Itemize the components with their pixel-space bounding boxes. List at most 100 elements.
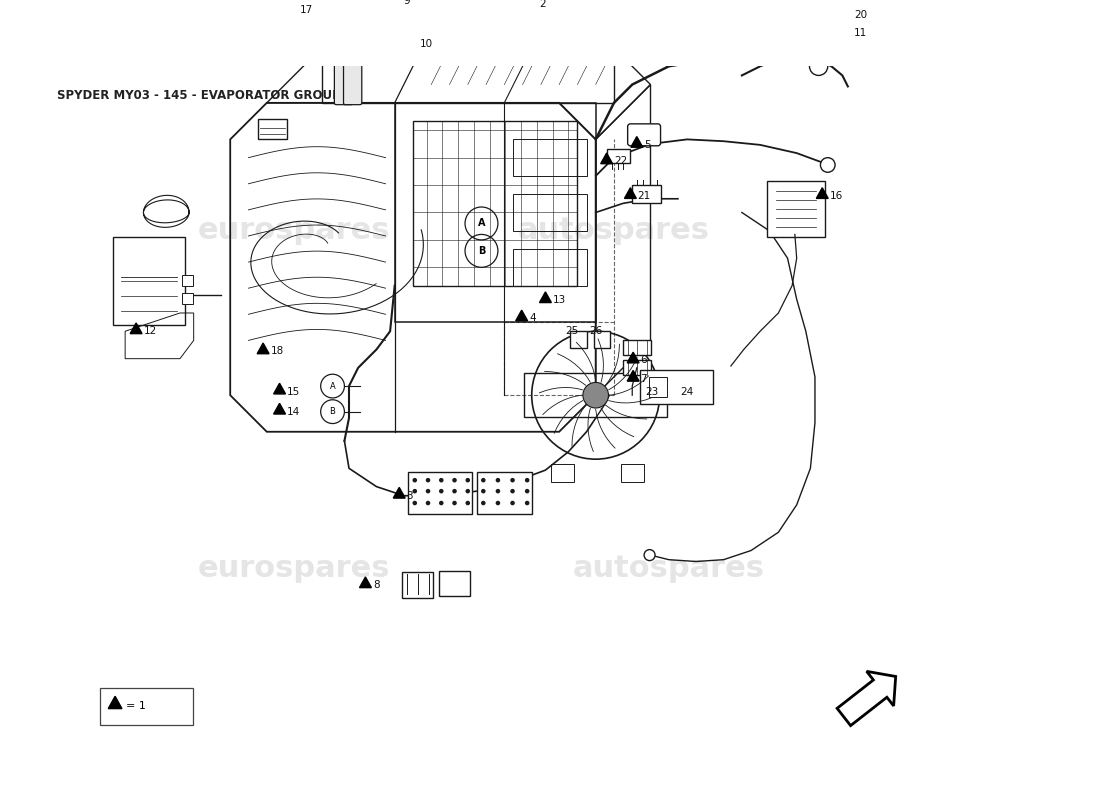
Polygon shape [842,25,852,36]
Bar [570,331,586,348]
Circle shape [412,489,417,494]
Circle shape [465,478,470,482]
Circle shape [439,489,443,494]
Text: →: → [843,641,844,642]
Polygon shape [274,383,286,394]
Text: 13: 13 [552,295,567,305]
Circle shape [496,478,500,482]
Circle shape [452,489,456,494]
Polygon shape [516,310,528,321]
Polygon shape [526,0,538,6]
Bar [551,464,574,482]
Circle shape [810,57,828,75]
Circle shape [510,501,515,506]
Circle shape [426,478,430,482]
Circle shape [525,489,529,494]
Text: = 1: = 1 [126,701,146,711]
Text: B: B [330,407,336,416]
Polygon shape [837,671,895,726]
Polygon shape [286,2,298,12]
Text: 11: 11 [855,29,868,38]
Text: 9: 9 [404,0,410,6]
Text: 23: 23 [646,386,659,397]
Ellipse shape [337,44,351,52]
Polygon shape [601,153,613,164]
Text: 10: 10 [420,39,433,50]
Bar [623,361,650,375]
Circle shape [481,501,485,506]
Bar [321,43,614,103]
FancyBboxPatch shape [334,46,353,105]
Polygon shape [842,7,852,18]
Text: eurospares: eurospares [198,216,390,246]
Text: 22: 22 [614,156,627,166]
Bar [514,249,586,286]
Polygon shape [390,0,403,3]
Polygon shape [631,137,642,147]
Bar [514,194,586,230]
Bar [477,472,531,514]
Circle shape [821,158,835,172]
Text: 20: 20 [855,10,868,20]
Text: 16: 16 [829,191,843,201]
Circle shape [481,489,485,494]
Circle shape [439,478,443,482]
Text: 3: 3 [407,490,414,501]
Bar [621,464,645,482]
Text: 17: 17 [299,5,312,14]
Circle shape [645,550,656,561]
Polygon shape [627,352,639,363]
Circle shape [465,489,470,494]
Text: autospares: autospares [518,216,710,246]
Circle shape [525,501,529,506]
Text: 6: 6 [640,355,647,366]
Text: 2: 2 [539,0,546,9]
Text: 24: 24 [681,386,694,397]
Circle shape [583,382,608,408]
Text: SPYDER MY03 - 145 - EVAPORATOR GROUP: SPYDER MY03 - 145 - EVAPORATOR GROUP [56,89,340,102]
Circle shape [481,478,485,482]
Circle shape [439,501,443,506]
FancyBboxPatch shape [628,124,661,146]
FancyBboxPatch shape [343,55,362,105]
Text: 5: 5 [645,140,651,150]
Polygon shape [407,36,419,46]
Text: 19: 19 [855,0,868,2]
Polygon shape [108,696,122,709]
Polygon shape [360,577,372,588]
Bar [257,119,287,139]
Bar [514,139,586,176]
Text: A: A [477,218,485,229]
Polygon shape [539,292,551,302]
Bar [639,370,713,404]
Text: 8: 8 [373,580,380,590]
Polygon shape [274,403,286,414]
Circle shape [452,478,456,482]
Text: 14: 14 [287,406,300,417]
Bar [632,185,661,203]
Circle shape [412,501,417,506]
Circle shape [510,489,515,494]
Polygon shape [627,370,639,381]
Polygon shape [816,188,828,198]
Text: 25: 25 [565,326,579,336]
Bar [182,274,192,286]
Text: 18: 18 [271,346,284,356]
Circle shape [452,501,456,506]
Text: autospares: autospares [573,554,764,583]
Bar [623,340,650,355]
Text: 7: 7 [640,374,647,384]
Circle shape [496,489,500,494]
FancyBboxPatch shape [767,181,825,237]
Circle shape [525,478,529,482]
Bar [408,472,472,514]
Bar [439,570,470,596]
Circle shape [426,501,430,506]
Text: eurospares: eurospares [198,554,390,583]
Bar [402,573,433,598]
Circle shape [465,501,470,506]
Circle shape [426,489,430,494]
Bar [182,293,192,304]
Text: 26: 26 [590,326,603,336]
Bar [412,121,578,286]
